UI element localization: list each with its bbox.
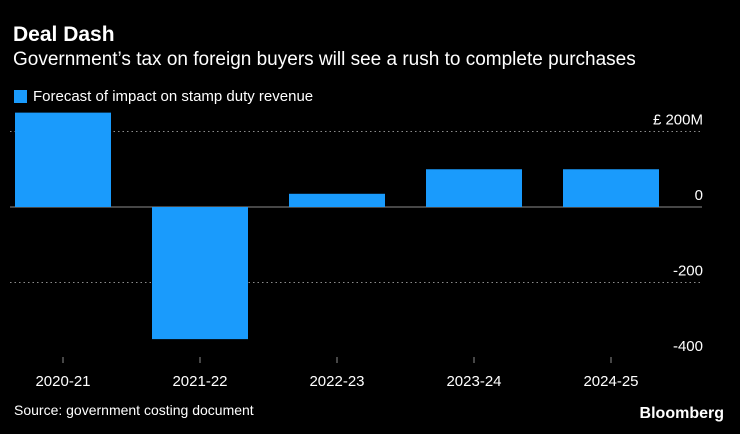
x-tick-label: 2021-22: [172, 373, 227, 390]
x-tick-label: 2022-23: [309, 373, 364, 390]
bloomberg-logo: Bloomberg: [639, 405, 724, 422]
x-tick-label: 2023-24: [446, 373, 501, 390]
x-tick-label: 2024-25: [583, 373, 638, 390]
y-tick-label: 0: [695, 187, 703, 204]
legend-label: Forecast of impact on stamp duty revenue: [33, 87, 314, 105]
bar: [15, 112, 111, 207]
bar: [289, 193, 385, 207]
y-tick-label: -200: [673, 263, 703, 280]
source-note: Source: government costing document: [14, 402, 254, 418]
bar: [563, 169, 659, 207]
bar-layer: [15, 112, 659, 340]
y-tick-label: £ 200M: [653, 112, 703, 129]
chart-title: Deal Dash: [13, 23, 115, 46]
legend-swatch: [14, 89, 27, 103]
chart-subtitle: Government’s tax on foreign buyers will …: [13, 49, 636, 70]
bar: [152, 207, 248, 340]
chart-legend: Forecast of impact on stamp duty revenue: [14, 86, 313, 106]
axis-layer: £ 200M 0 -200 -400 2020-21 2021-22 2022-23 2023…: [35, 112, 703, 391]
x-tick-label: 2020-21: [35, 373, 90, 390]
bar: [426, 169, 522, 207]
y-tick-label: -400: [673, 338, 703, 355]
